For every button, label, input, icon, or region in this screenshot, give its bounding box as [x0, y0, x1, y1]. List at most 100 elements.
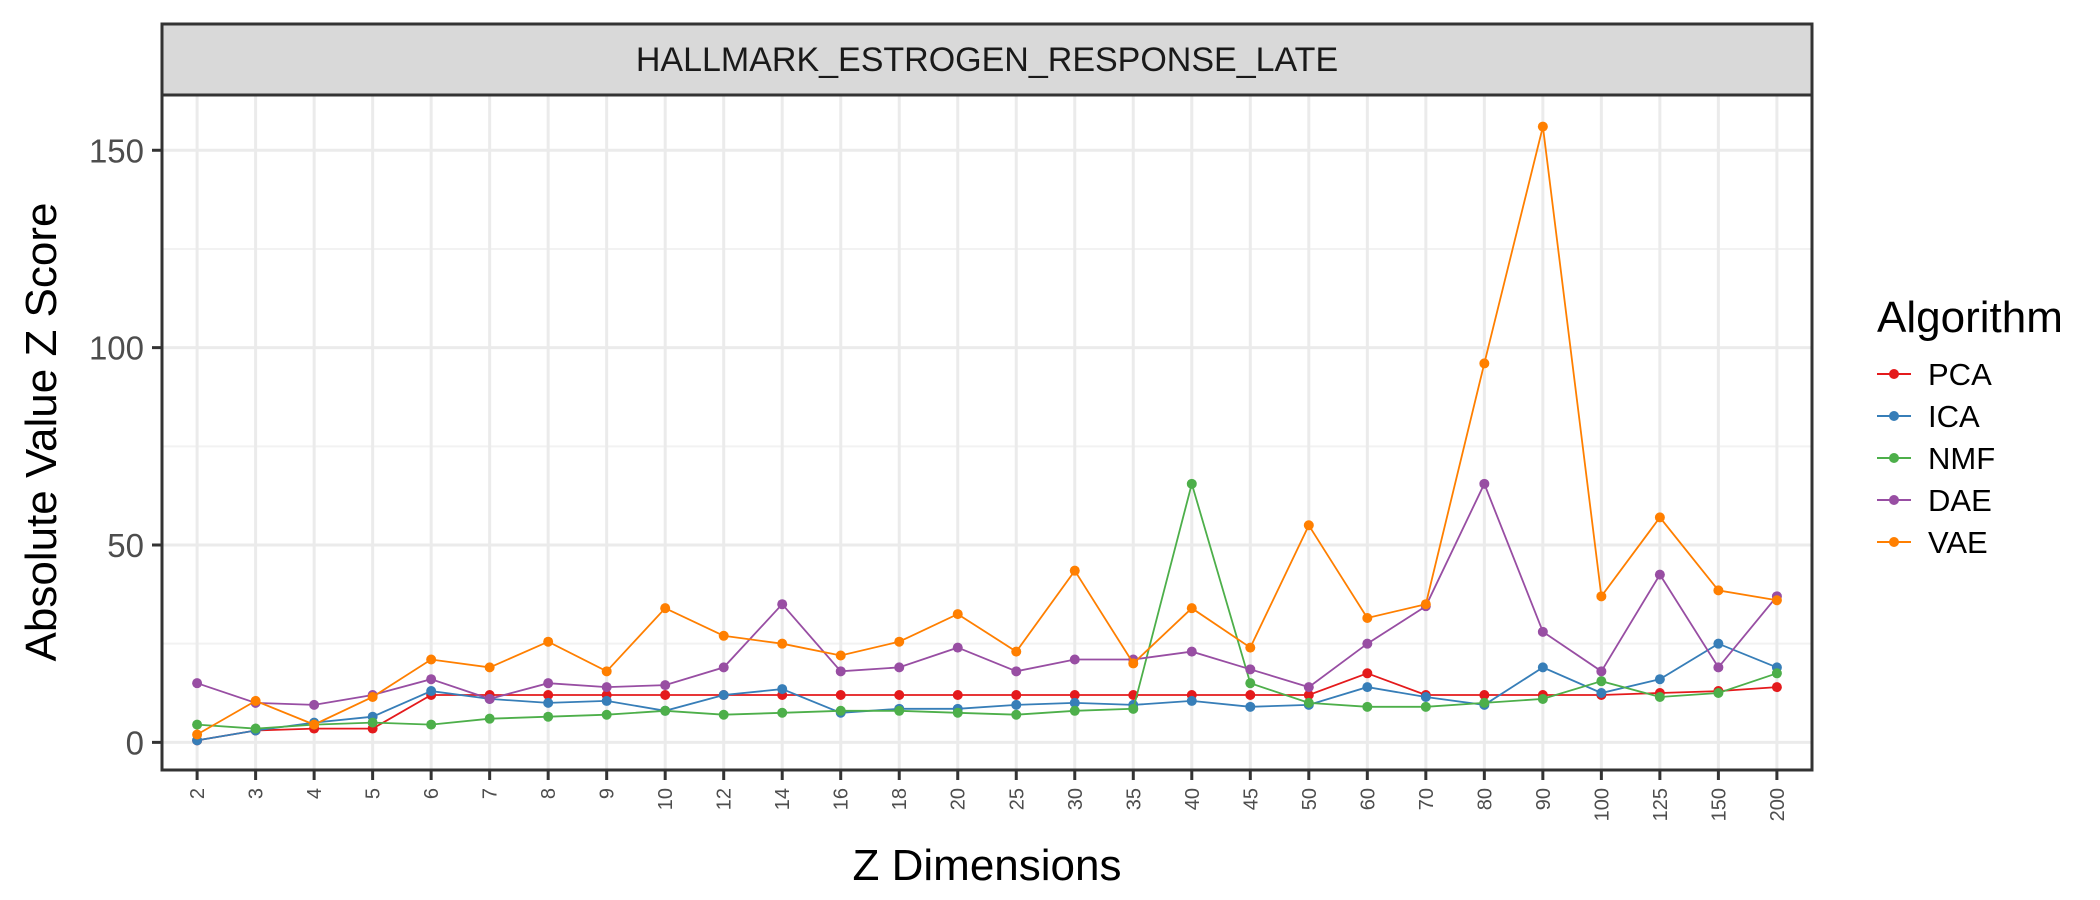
legend-key-point [1889, 495, 1899, 505]
data-point-pca [1011, 690, 1022, 700]
x-tick-label: 150 [1708, 788, 1730, 821]
legend-label: PCA [1928, 357, 1992, 392]
data-point-ica [426, 686, 437, 697]
x-tick-label: 18 [889, 788, 911, 810]
data-point-ica [1596, 688, 1607, 699]
data-point-dae [1596, 666, 1607, 677]
data-point-nmf [601, 709, 612, 720]
legend-key-point [1889, 369, 1899, 379]
y-tick-label: 100 [89, 330, 144, 367]
x-tick-label: 16 [831, 788, 853, 810]
x-tick-label: 45 [1240, 788, 1262, 810]
x-tick-label: 50 [1299, 788, 1321, 810]
data-point-nmf [1713, 688, 1724, 699]
data-point-vae [894, 636, 905, 647]
data-point-ica [777, 684, 788, 695]
data-point-vae [250, 695, 261, 706]
panel-border [160, 93, 1814, 772]
data-point-vae [1654, 512, 1665, 523]
data-point-ica [601, 695, 612, 706]
data-point-nmf [718, 709, 729, 720]
data-point-dae [835, 666, 846, 677]
data-point-nmf [192, 719, 203, 730]
series-line-dae [196, 481, 1778, 706]
data-point-dae [1479, 478, 1490, 489]
data-point-ica [718, 690, 729, 700]
data-point-ica [543, 697, 554, 708]
legend-label: VAE [1928, 525, 1988, 560]
data-point-nmf [894, 705, 905, 716]
x-tick-label: 10 [655, 788, 677, 810]
data-point-dae [1362, 638, 1373, 649]
data-point-dae [1011, 666, 1022, 677]
data-point-pca [1771, 682, 1782, 693]
series-line-ica [196, 642, 1778, 742]
data-point-vae [1303, 520, 1314, 531]
data-point-ica [1186, 695, 1197, 706]
x-tick-label: 80 [1474, 788, 1496, 810]
data-point-pca [1479, 690, 1490, 700]
x-tick-label: 35 [1123, 788, 1145, 810]
data-point-vae [660, 603, 671, 614]
data-point-nmf [1479, 697, 1490, 708]
legend-key-point [1889, 537, 1899, 547]
series-line-vae [196, 126, 1778, 736]
data-point-vae [1771, 595, 1782, 606]
data-point-dae [894, 662, 905, 673]
data-point-pca [952, 690, 963, 700]
data-point-pca [835, 690, 846, 700]
x-tick-label: 30 [1065, 788, 1087, 810]
data-point-dae [718, 662, 729, 673]
x-tick-label: 90 [1533, 788, 1555, 810]
data-point-dae [1069, 654, 1080, 665]
data-point-dae [660, 680, 671, 691]
data-point-vae [1128, 658, 1139, 669]
data-point-ica [1713, 638, 1724, 649]
data-point-nmf [1245, 678, 1256, 689]
data-point-pca [1303, 690, 1314, 700]
series-nmf [192, 478, 1782, 734]
data-point-nmf [1596, 676, 1607, 687]
x-tick-label: 20 [948, 788, 970, 810]
data-point-vae [1069, 565, 1080, 576]
data-point-dae [1713, 662, 1724, 673]
data-point-vae [601, 666, 612, 677]
x-tick-label: 200 [1767, 788, 1789, 821]
legend-item-dae: DAE [1877, 483, 1992, 518]
data-point-nmf [1011, 709, 1022, 720]
data-point-dae [601, 682, 612, 693]
x-axis-title: Z Dimensions [853, 841, 1122, 890]
x-tick-label: 14 [772, 788, 794, 810]
data-point-nmf [835, 705, 846, 716]
y-tick-label: 150 [89, 132, 144, 169]
data-point-vae [1537, 121, 1548, 132]
series-line-nmf [197, 480, 1778, 730]
data-point-vae [192, 729, 203, 740]
data-point-vae [367, 691, 378, 702]
legend: Algorithm PCA ICA NMF DAE VAE [1877, 293, 2063, 560]
data-point-dae [426, 674, 437, 685]
data-point-vae [309, 719, 320, 730]
data-point-nmf [1771, 668, 1782, 679]
x-tick-label: 12 [714, 788, 736, 810]
data-point-pca [1245, 690, 1256, 700]
legend-item-pca: PCA [1877, 357, 1992, 392]
data-point-ica [1069, 697, 1080, 708]
data-point-nmf [660, 705, 671, 716]
x-tick-label: 60 [1357, 788, 1379, 810]
data-point-ica [1537, 662, 1548, 673]
data-point-dae [484, 693, 495, 704]
x-tick-label: 8 [538, 788, 560, 799]
facet-strip [160, 22, 1814, 97]
data-point-nmf [1537, 693, 1548, 704]
data-point-vae [1186, 603, 1197, 614]
data-point-vae [835, 650, 846, 661]
y-axis-title: Absolute Value Z Score [17, 203, 66, 662]
legend-label: ICA [1928, 399, 1980, 434]
legend-key-point [1889, 411, 1899, 421]
data-point-nmf [777, 707, 788, 718]
data-point-ica [1420, 691, 1431, 702]
series-dae [192, 478, 1782, 710]
x-tick-label: 9 [597, 788, 619, 799]
